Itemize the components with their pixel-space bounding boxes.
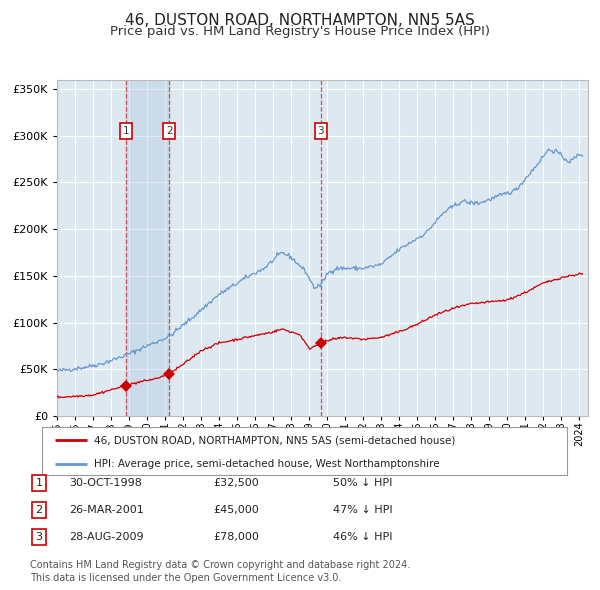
Text: HPI: Average price, semi-detached house, West Northamptonshire: HPI: Average price, semi-detached house,… <box>95 459 440 469</box>
Text: Price paid vs. HM Land Registry's House Price Index (HPI): Price paid vs. HM Land Registry's House … <box>110 25 490 38</box>
Bar <box>126 80 169 416</box>
Text: 50% ↓ HPI: 50% ↓ HPI <box>333 478 392 487</box>
Text: 47% ↓ HPI: 47% ↓ HPI <box>333 505 392 514</box>
Text: 30-OCT-1998: 30-OCT-1998 <box>69 478 142 487</box>
Text: 1: 1 <box>35 478 43 487</box>
Text: £78,000: £78,000 <box>213 532 259 542</box>
Text: £32,500: £32,500 <box>213 478 259 487</box>
Text: 2: 2 <box>166 126 172 136</box>
Text: 1: 1 <box>122 126 129 136</box>
Text: 46, DUSTON ROAD, NORTHAMPTON, NN5 5AS: 46, DUSTON ROAD, NORTHAMPTON, NN5 5AS <box>125 13 475 28</box>
Text: 26-MAR-2001: 26-MAR-2001 <box>69 505 144 514</box>
Text: 3: 3 <box>317 126 324 136</box>
Text: 28-AUG-2009: 28-AUG-2009 <box>69 532 143 542</box>
Text: 3: 3 <box>35 532 43 542</box>
Text: £45,000: £45,000 <box>213 505 259 514</box>
Text: 46% ↓ HPI: 46% ↓ HPI <box>333 532 392 542</box>
Text: Contains HM Land Registry data © Crown copyright and database right 2024.
This d: Contains HM Land Registry data © Crown c… <box>30 560 410 583</box>
Text: 2: 2 <box>35 505 43 514</box>
Text: 46, DUSTON ROAD, NORTHAMPTON, NN5 5AS (semi-detached house): 46, DUSTON ROAD, NORTHAMPTON, NN5 5AS (s… <box>95 435 456 445</box>
